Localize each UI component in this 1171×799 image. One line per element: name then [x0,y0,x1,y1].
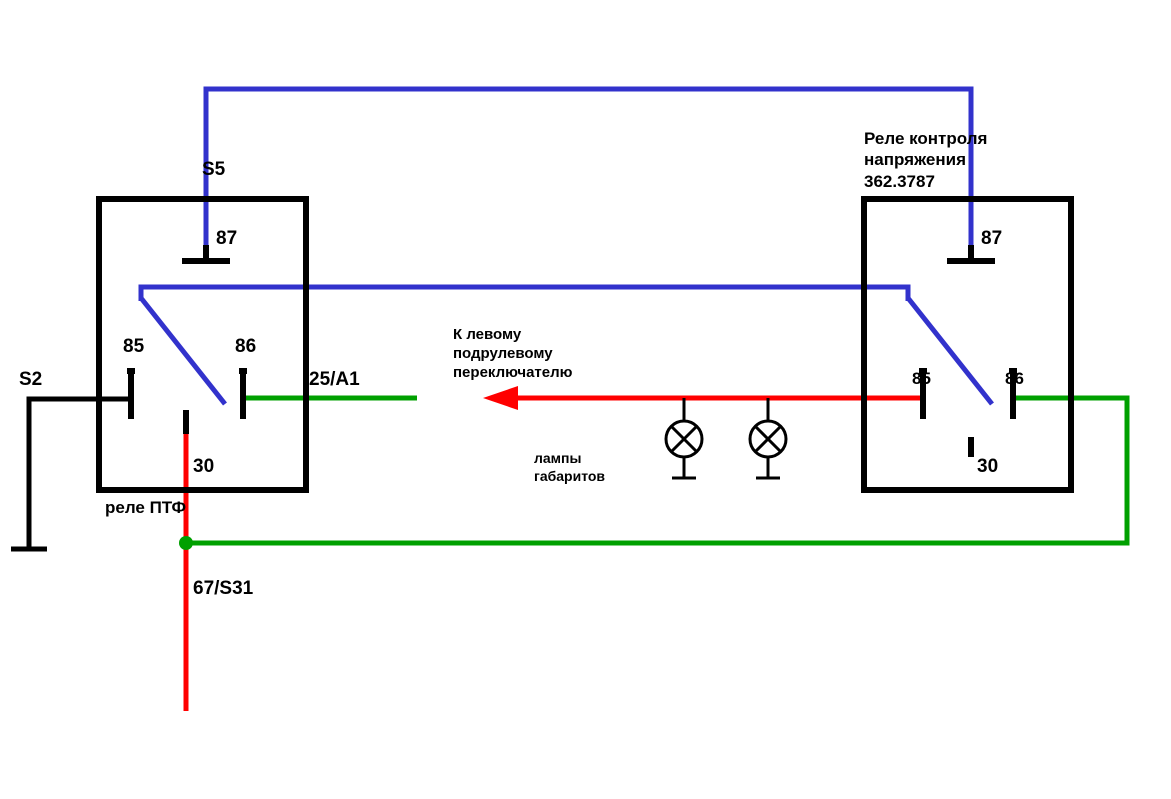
label-67s31: 67/S31 [193,578,253,600]
label-relay-right-85: 85 [912,369,931,389]
lamp-1 [666,398,702,478]
label-relay-left-30: 30 [193,456,214,478]
relay-right-terminals [919,245,1017,457]
label-relay-left-86: 86 [235,336,256,358]
arrow-head [483,386,518,410]
label-switch: К левому подрулевому переключателю [453,326,572,382]
junction-dot [179,536,193,550]
label-25a1: 25/A1 [309,369,360,391]
label-s5: S5 [202,159,225,181]
label-relay-right-86: 86 [1005,369,1024,389]
label-relay-right-name: Реле контроля напряжения 362.3787 [864,128,987,192]
label-relay-left-name: реле ПТФ [105,498,186,518]
circuit-diagram [0,0,1171,799]
lamp-2 [750,398,786,478]
label-relay-left-85: 85 [123,336,144,358]
label-relay-right-30: 30 [977,456,998,478]
relay-right-box [864,199,1071,490]
wire-black-s2 [29,399,131,549]
wire-blue-middle [141,287,908,301]
label-relay-left-87: 87 [216,228,237,250]
label-relay-right-87: 87 [981,228,1002,250]
wire-blue-top [206,89,971,245]
label-lamps: лампы габаритов [534,449,605,485]
relay-left-terminals [127,245,247,434]
relay-left-contact [141,298,225,404]
label-s2: S2 [19,369,42,391]
